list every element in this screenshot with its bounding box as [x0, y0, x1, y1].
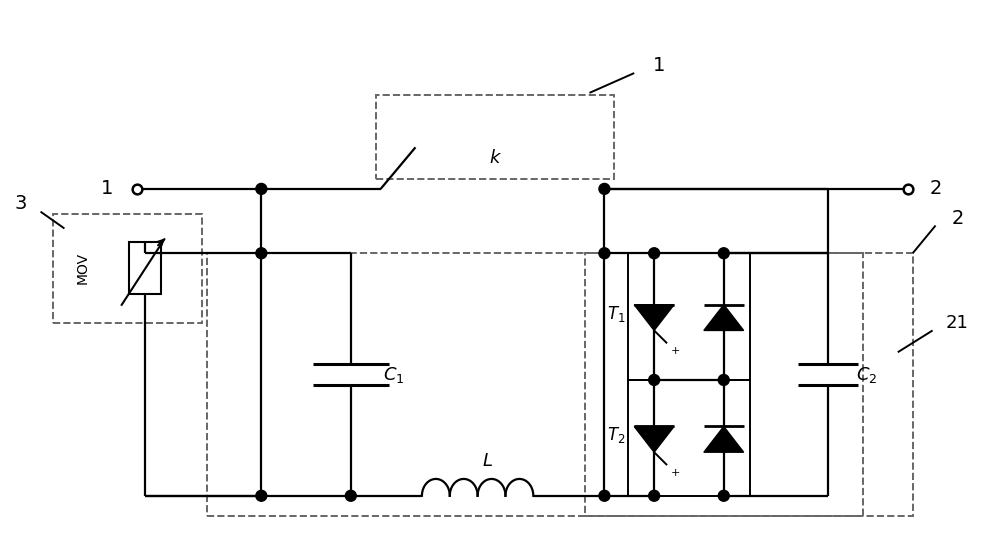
Circle shape: [649, 491, 660, 501]
Text: $T_2$: $T_2$: [607, 425, 626, 445]
Bar: [628, 380, 750, 496]
Text: $k$: $k$: [489, 149, 502, 167]
Polygon shape: [704, 426, 744, 452]
Text: +: +: [671, 346, 680, 356]
Text: $C_1$: $C_1$: [383, 364, 404, 384]
Text: 1: 1: [101, 179, 113, 199]
Circle shape: [345, 491, 356, 501]
Circle shape: [599, 491, 610, 501]
Text: 2: 2: [929, 179, 942, 199]
Circle shape: [649, 248, 660, 259]
Text: 21: 21: [946, 314, 969, 332]
Text: 1: 1: [653, 56, 665, 75]
Text: MOV: MOV: [75, 252, 89, 284]
Bar: [207, 253, 913, 515]
Text: 2: 2: [951, 209, 964, 228]
Bar: [585, 253, 863, 515]
Text: +: +: [671, 468, 680, 478]
Polygon shape: [634, 426, 674, 452]
Text: $T_1$: $T_1$: [607, 304, 626, 324]
Circle shape: [256, 184, 267, 194]
Circle shape: [599, 184, 610, 194]
Circle shape: [718, 374, 729, 385]
Text: $L$: $L$: [482, 452, 493, 470]
Text: 3: 3: [14, 194, 27, 213]
Circle shape: [649, 374, 660, 385]
Bar: [129, 242, 161, 294]
Bar: [376, 95, 614, 179]
Circle shape: [256, 491, 267, 501]
Circle shape: [718, 248, 729, 259]
Bar: [628, 253, 750, 380]
Text: $C_2$: $C_2$: [856, 364, 877, 384]
Circle shape: [718, 491, 729, 501]
Bar: [53, 213, 202, 322]
Polygon shape: [704, 305, 744, 331]
Circle shape: [256, 248, 267, 259]
Circle shape: [599, 248, 610, 259]
Polygon shape: [634, 305, 674, 331]
